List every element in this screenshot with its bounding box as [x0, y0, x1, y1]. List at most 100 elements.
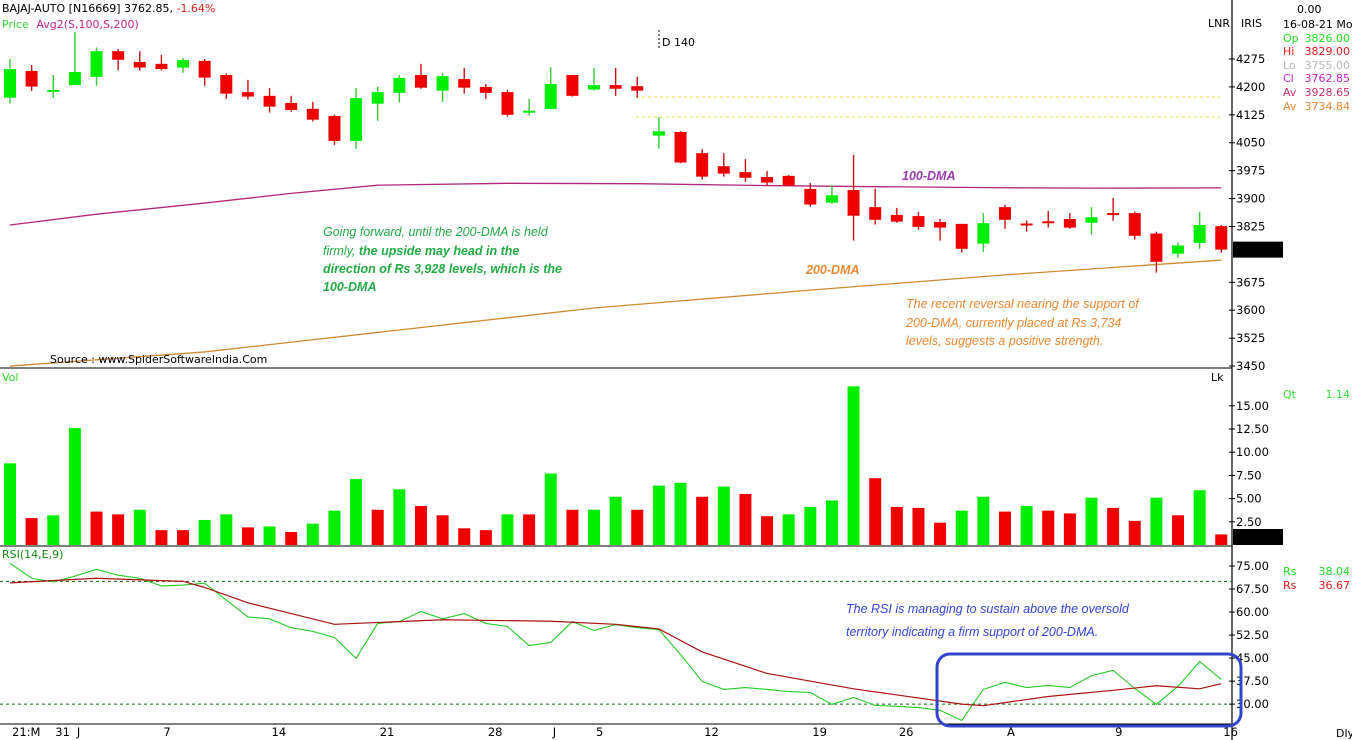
- source-label: Source : www.SpiderSoftwareIndia.Com: [50, 353, 267, 366]
- lnr-label[interactable]: LNR: [1208, 17, 1230, 30]
- volume-bar: [155, 530, 168, 545]
- volume-bar: [1020, 506, 1033, 545]
- date-readout: 16-08-21 Mo: [1283, 18, 1352, 31]
- annotation-line: firmly, the upside may head in the: [323, 244, 519, 258]
- moving-averages: [9, 182, 1222, 367]
- date-tick-label: 7: [163, 725, 170, 739]
- rsi-lines: [0, 562, 1232, 722]
- candle-up: [977, 223, 990, 244]
- horizontal-guides: [636, 96, 1220, 118]
- annotation-rsi: The RSI is managing to sustain above the…: [846, 602, 1130, 639]
- date-tick-label: 31: [55, 725, 70, 739]
- annotation-line: 100-DMA: [323, 280, 377, 294]
- candle-down: [198, 60, 211, 78]
- candle-down: [761, 176, 774, 183]
- candle-up: [588, 85, 601, 90]
- candle-down: [112, 51, 125, 60]
- volume-bar: [890, 506, 903, 545]
- rsi-tick-label: 52.50: [1236, 628, 1269, 642]
- qt-value: 1.14: [1326, 388, 1351, 401]
- candle-down: [1020, 223, 1033, 226]
- date-tick-label: 14: [272, 725, 287, 739]
- volume-bar: [869, 478, 882, 545]
- price-tick-label: 3675: [1236, 275, 1265, 289]
- last-price-label-box: [1233, 241, 1283, 258]
- volume-bar: [1107, 507, 1120, 545]
- volume-bar: [25, 518, 38, 545]
- volume-bar: [501, 514, 514, 545]
- date-tick-label: 28: [488, 725, 503, 739]
- candle-down: [631, 86, 644, 91]
- info-label: Lo: [1283, 59, 1296, 72]
- last-volume-label: 1.14: [1236, 530, 1262, 544]
- info-label: Av: [1283, 86, 1297, 99]
- annotation-line: territory indicating a firm support of 2…: [846, 625, 1098, 639]
- candle-up: [825, 195, 838, 203]
- annotation-line: 200-DMA, currently placed at Rs 3,734: [905, 316, 1121, 330]
- candle-up: [1193, 225, 1206, 243]
- volume-bar: [1215, 534, 1228, 545]
- date-tick-label: 5: [596, 725, 603, 739]
- annotation-outlook: Going forward, until the 200-DMA is held…: [323, 225, 562, 294]
- rsi-tick-label: 37.50: [1236, 674, 1269, 688]
- rsi-info-value: 36.67: [1319, 579, 1351, 592]
- volume-bar: [588, 509, 601, 545]
- date-tick-label: J: [76, 725, 80, 739]
- rsi-info-label: Rs: [1283, 565, 1297, 578]
- info-value: 3762.85: [1305, 72, 1351, 85]
- date-marker-label: D 140: [662, 36, 695, 49]
- volume-bar: [761, 516, 774, 545]
- volume-bar: [90, 511, 103, 545]
- rsi-pane-label: RSI(14,E,9): [2, 548, 63, 561]
- volume-bar: [674, 482, 687, 545]
- volume-bar: [566, 509, 579, 545]
- ma100-label: 100-DMA: [902, 169, 956, 183]
- volume-bar: [934, 522, 947, 545]
- candle-down: [717, 166, 730, 174]
- volume-bar: [847, 386, 860, 545]
- volume-bar: [717, 486, 730, 545]
- volume-bar: [523, 514, 536, 545]
- candle-up: [523, 110, 536, 113]
- rsi-highlight-box: [935, 652, 1243, 728]
- volume-bar: [955, 510, 968, 545]
- rsi-signal-line: [9, 577, 1222, 707]
- volume-bar: [1042, 510, 1055, 545]
- volume-bar: [804, 506, 817, 545]
- volume-bar: [198, 519, 211, 545]
- info-value: 3928.65: [1305, 86, 1351, 99]
- info-label: Op: [1283, 32, 1299, 45]
- info-value: 3826.00: [1305, 32, 1351, 45]
- volume-bar: [350, 479, 363, 545]
- candle-down: [955, 223, 968, 249]
- ohlc-readout: Op 3826.00 Hi 3829.00 Lo 3755.00 Cl 3762.85 Av 39…: [1283, 32, 1350, 592]
- date-tick-label: 19: [812, 725, 827, 739]
- info-label: Av: [1283, 100, 1297, 113]
- period-label[interactable]: Dly: [1336, 727, 1352, 740]
- date-tick-label: 21: [380, 725, 395, 739]
- volume-bar: [631, 509, 644, 545]
- iris-label[interactable]: IRIS: [1241, 17, 1262, 30]
- candle-down: [847, 190, 860, 216]
- annotation-line: The recent reversal nearing the support …: [906, 297, 1140, 311]
- volume-bar: [1150, 497, 1163, 545]
- volume-bar: [263, 526, 276, 545]
- volume-bar: [652, 485, 665, 545]
- volume-bar: [479, 530, 492, 545]
- volume-bar: [47, 515, 60, 545]
- info-value: 3734.84: [1305, 100, 1351, 113]
- candle-down: [804, 188, 817, 205]
- candle-up: [393, 77, 406, 93]
- candle-up: [4, 69, 16, 98]
- candle-down: [501, 92, 514, 115]
- candle-down: [998, 207, 1011, 220]
- indicator-legend: Price Avg2(S,100,S,200): [2, 18, 139, 31]
- annotation-support: The recent reversal nearing the support …: [905, 297, 1140, 348]
- volume-bar: [220, 514, 233, 545]
- date-tick-label: 21:M: [12, 725, 40, 739]
- price-tick-label: 4200: [1236, 80, 1265, 94]
- last-volume-label-box: [1233, 529, 1283, 545]
- candle-down: [609, 85, 622, 89]
- candle-down: [739, 172, 752, 178]
- annotation-line: levels, suggests a positive strength.: [906, 334, 1103, 348]
